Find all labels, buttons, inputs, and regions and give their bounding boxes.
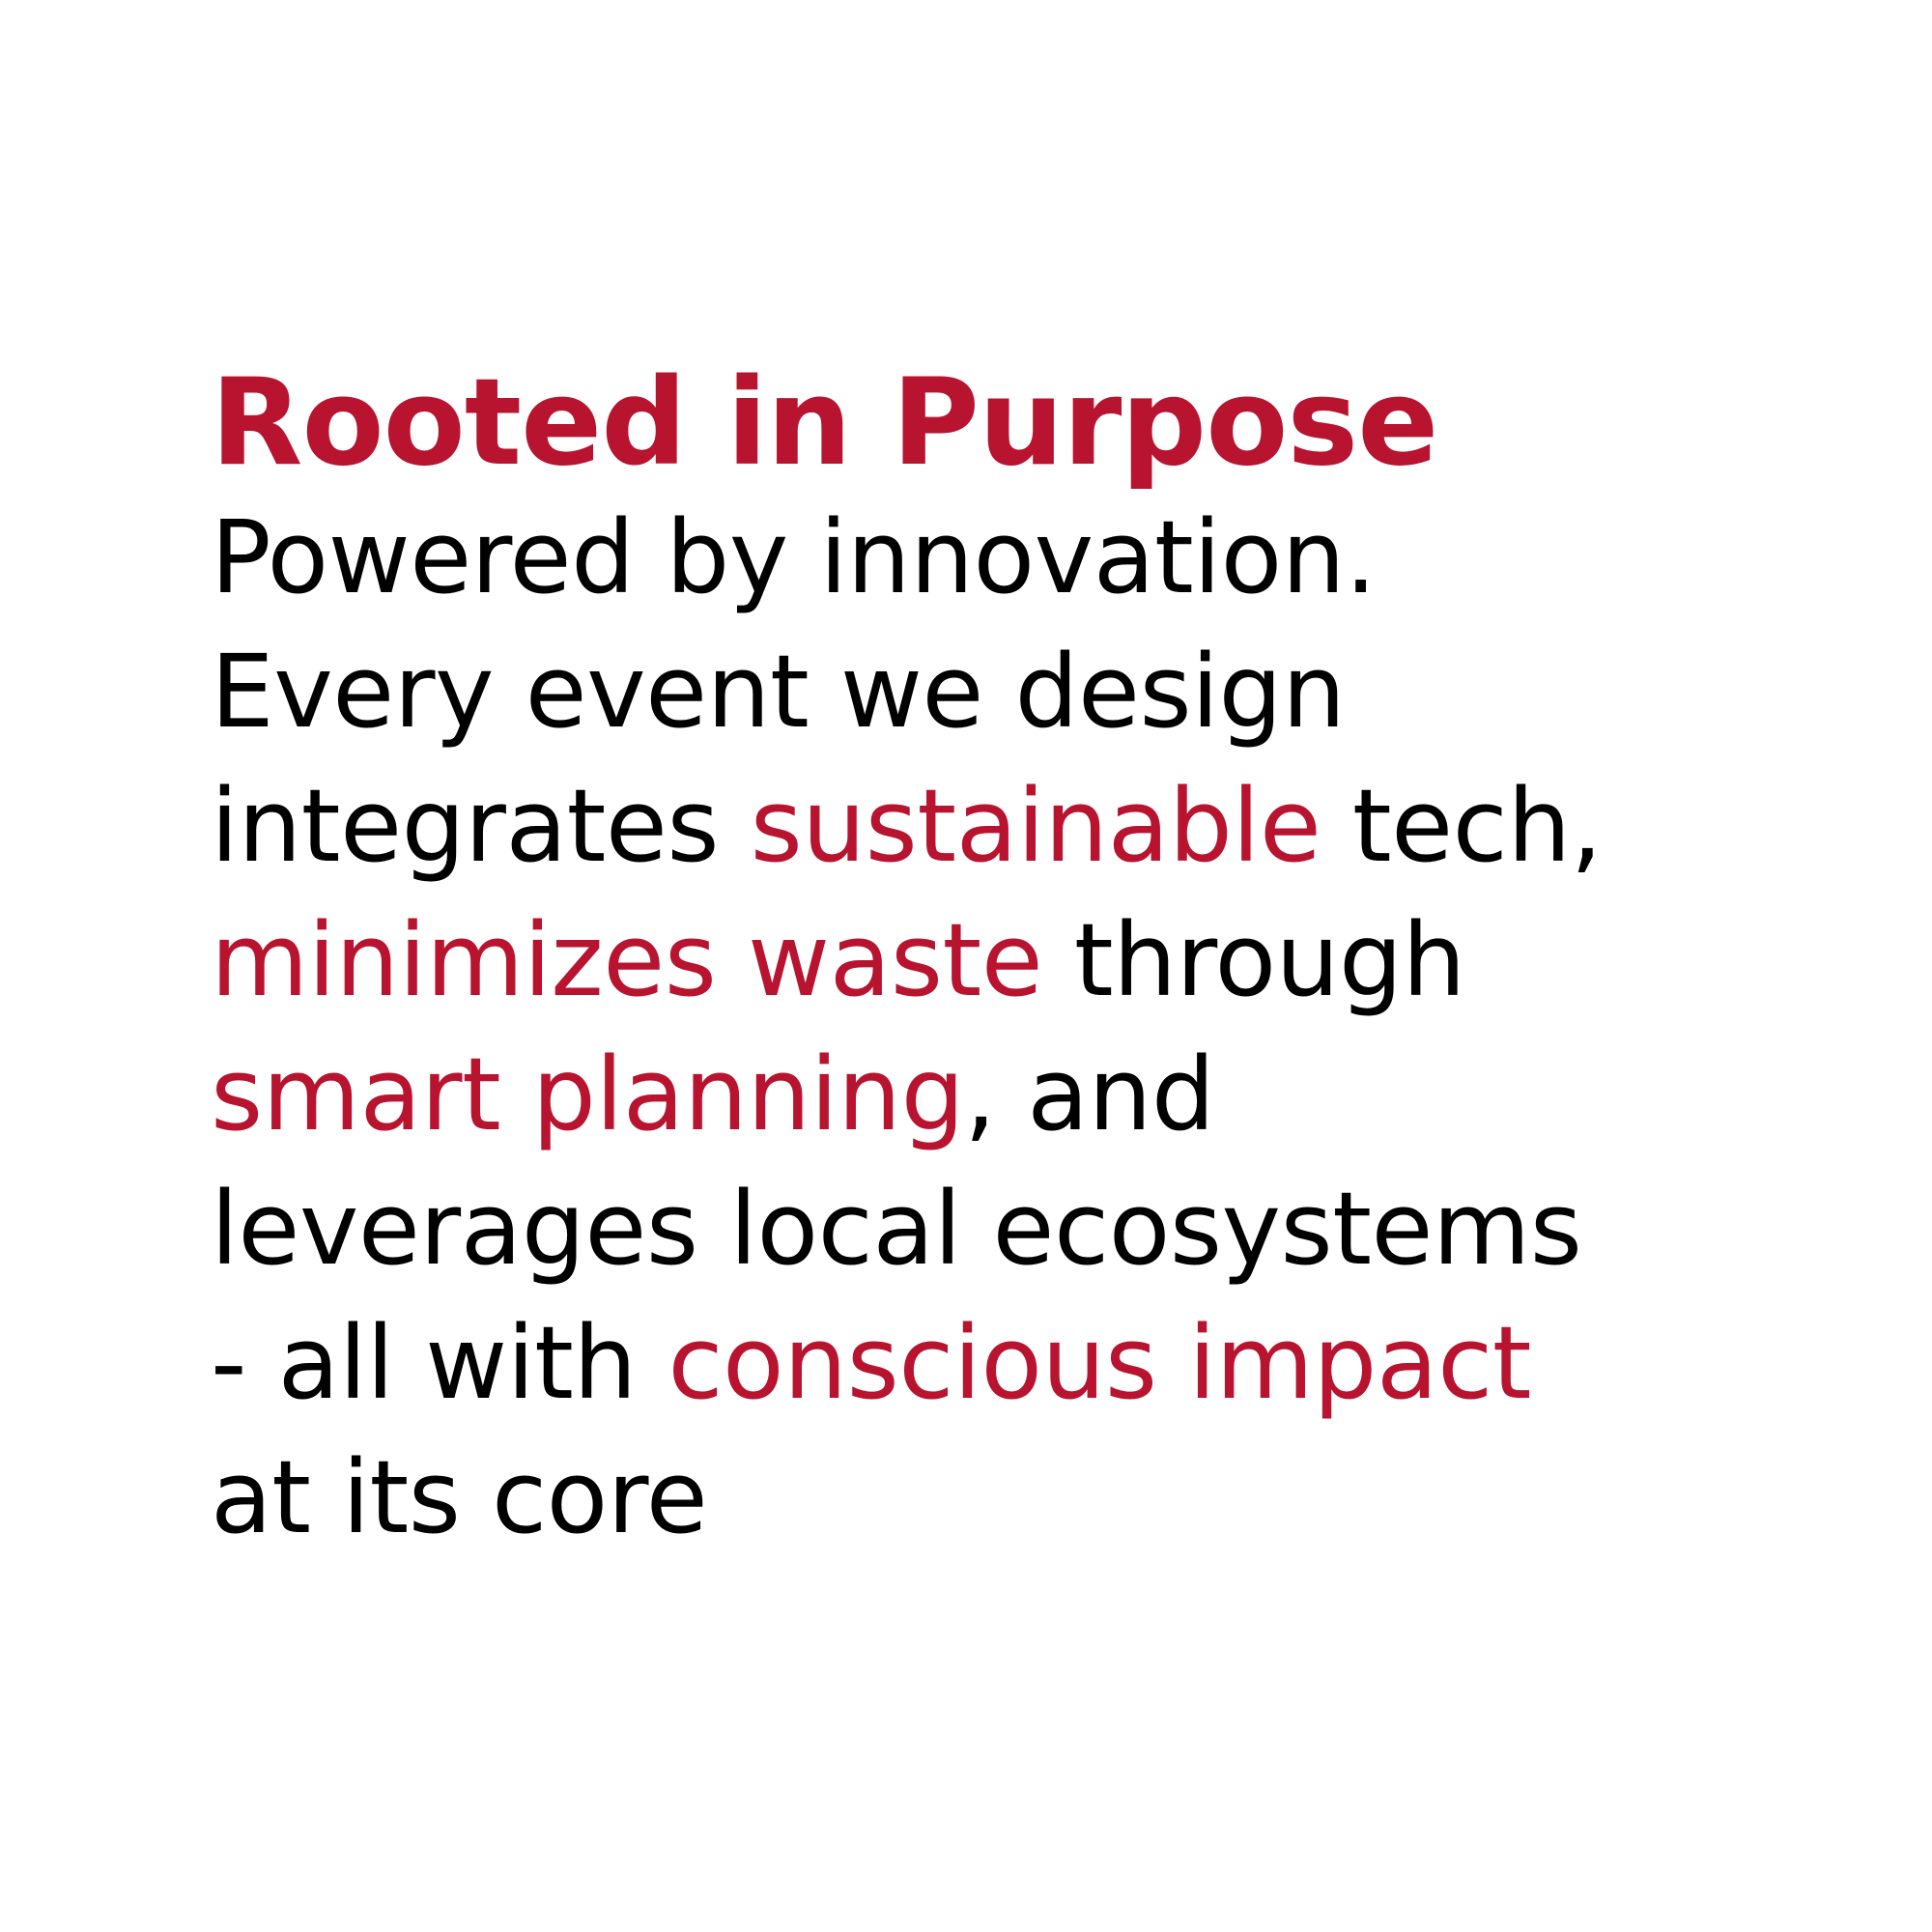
body-text-segment: integrates bbox=[211, 767, 751, 885]
body-line: at its core bbox=[211, 1431, 1756, 1565]
body-text-segment: Every event we design bbox=[211, 633, 1346, 751]
body-line: - all with conscious impact bbox=[211, 1296, 1756, 1431]
body-line: minimizes waste through bbox=[211, 894, 1756, 1028]
body-line: leverages local ecosystems bbox=[211, 1162, 1756, 1296]
body-line: integrates sustainable tech, bbox=[211, 759, 1756, 894]
highlight-conscious-impact: conscious impact bbox=[668, 1304, 1532, 1422]
body-text-segment: Powered by innovation. bbox=[211, 498, 1377, 616]
body-text-segment: - all with bbox=[211, 1304, 668, 1422]
text-card: Rooted in Purpose Powered by innovation.… bbox=[211, 355, 1756, 1565]
body-paragraph: Powered by innovation. Every event we de… bbox=[211, 491, 1756, 1565]
body-text-segment: at its core bbox=[211, 1438, 708, 1556]
headline: Rooted in Purpose bbox=[211, 354, 1438, 493]
highlight-sustainable: sustainable bbox=[750, 767, 1321, 885]
body-text-segment: tech, bbox=[1321, 767, 1603, 885]
body-text-segment: , and bbox=[964, 1036, 1215, 1153]
body-line: Powered by innovation. bbox=[211, 491, 1756, 625]
body-text-segment: through bbox=[1042, 901, 1466, 1019]
body-line: Every event we design bbox=[211, 625, 1756, 759]
highlight-smart-planning: smart planning bbox=[211, 1036, 965, 1153]
body-line: smart planning, and bbox=[211, 1028, 1756, 1162]
body-text-segment: leverages local ecosystems bbox=[211, 1170, 1582, 1288]
highlight-minimizes-waste: minimizes waste bbox=[211, 901, 1043, 1019]
